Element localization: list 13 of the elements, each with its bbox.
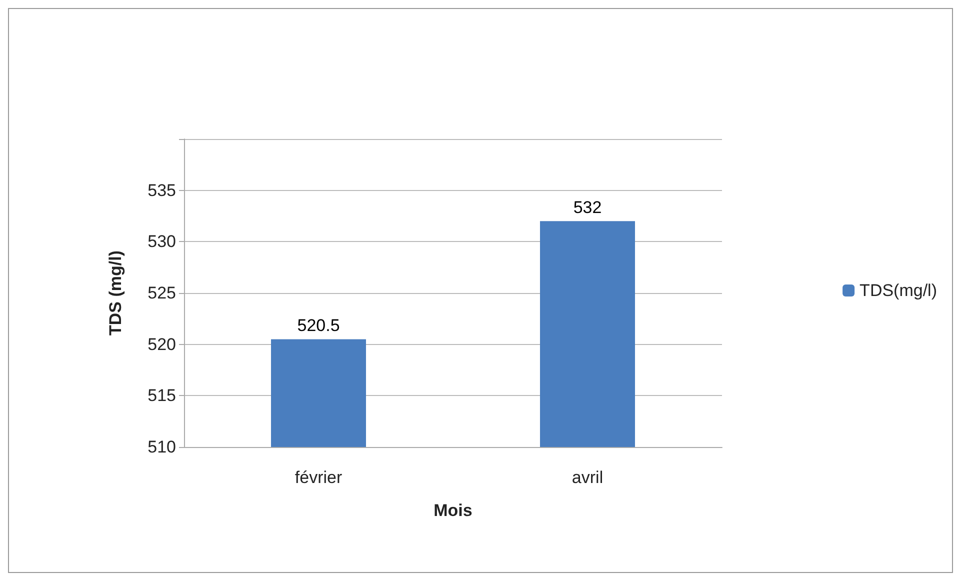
- y-tick-label: 535: [148, 180, 176, 200]
- data-label: 532: [573, 198, 602, 218]
- x-axis-title: Mois: [434, 501, 472, 520]
- y-tick-label: 510: [148, 438, 176, 456]
- legend-label: TDS(mg/l): [860, 281, 938, 300]
- data-label: 520.5: [297, 316, 340, 336]
- x-tick-label: avril: [572, 468, 604, 487]
- y-tick-label: 525: [148, 284, 176, 302]
- y-tick-label: 530: [148, 232, 176, 252]
- y-tick-label: 520: [148, 334, 176, 354]
- y-tick-label: 515: [148, 386, 176, 406]
- x-tick-label: février: [294, 468, 342, 487]
- y-axis-title: TDS (mg/l): [106, 250, 125, 336]
